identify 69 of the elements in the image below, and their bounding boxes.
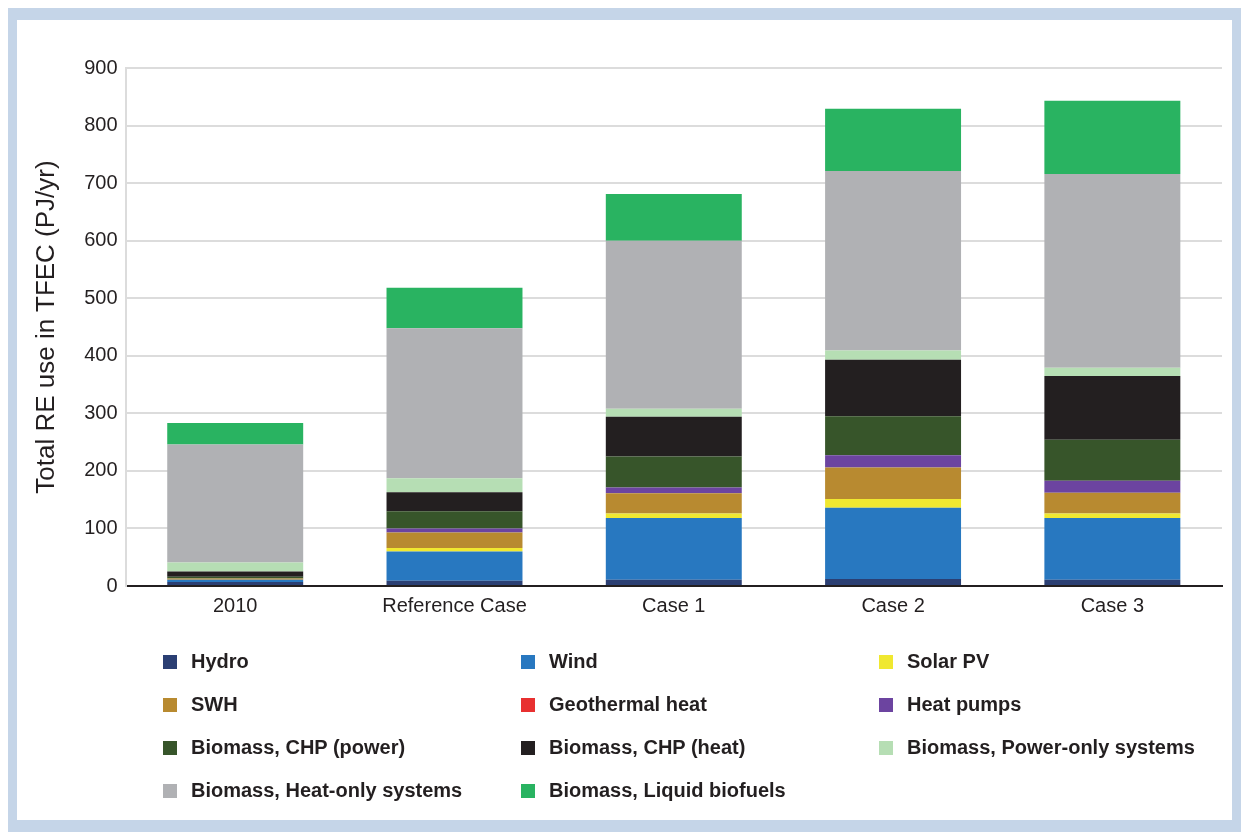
legend-label: SWH [191,693,238,716]
bar [167,571,304,577]
bar [1044,173,1181,368]
bar [167,423,304,445]
bar [1044,439,1181,481]
bar [386,528,523,533]
bar [386,478,523,493]
y-tick-label: 200 [84,458,118,481]
y-tick-label: 900 [84,55,118,78]
bar [386,532,523,549]
legend-label: Biomass, CHP (power) [191,736,406,759]
legend-label: Solar PV [907,650,990,673]
legend-label: Wind [549,650,598,673]
bar [825,455,962,468]
bar [1044,100,1181,174]
bar [1044,513,1181,519]
bar [386,551,523,581]
legend-label: Geothermal heat [549,693,707,716]
bar [825,579,962,585]
bar [605,416,742,457]
bar [825,171,962,351]
y-tick-label: 0 [106,573,118,596]
x-tick-label: Reference Case [382,593,527,616]
y-tick-label: 100 [84,515,118,538]
bar [386,328,523,479]
x-tick-label: Case 3 [1080,593,1145,616]
bar [1044,375,1181,440]
bar [1044,518,1181,580]
bar [605,518,742,580]
bar [167,444,304,563]
bar [167,562,304,572]
bar [605,579,742,585]
bar [605,240,742,409]
bar [825,108,962,172]
y-tick-label: 300 [84,400,118,423]
bar [1044,480,1181,493]
bar [825,467,962,500]
y-tick-label: 500 [84,285,118,308]
bar [825,359,962,417]
bar [1044,579,1181,585]
x-tick-label: Case 1 [642,593,706,616]
legend-label: Biomass, Liquid biofuels [549,779,786,802]
bar [825,499,962,508]
y-tick-label: 400 [84,343,118,366]
bar [386,287,523,329]
x-tick-label: Case 2 [861,593,925,616]
bar [825,507,962,580]
bar [825,416,962,456]
bar [386,580,523,585]
y-axis-title: Total RE use in TFEC (PJ/yr) [29,160,60,494]
x-tick-label: 2010 [212,593,258,616]
bar [605,456,742,488]
legend-label: Biomass, CHP (heat) [549,736,746,759]
bar [1044,367,1181,376]
y-tick-label: 700 [84,170,118,193]
bar [605,493,742,514]
bar [386,511,523,529]
bar [605,194,742,241]
legend-label: Biomass, Power-only systems [907,736,1195,759]
bar [825,350,962,360]
legend-label: Biomass, Heat-only systems [191,779,463,802]
y-tick-label: 800 [84,113,118,136]
legend-label: Heat pumps [907,693,1022,716]
bar [386,492,523,512]
y-tick-label: 600 [84,228,118,251]
bar [1044,492,1181,514]
bar [605,513,742,519]
bar [605,408,742,417]
legend-label: Hydro [191,650,249,673]
